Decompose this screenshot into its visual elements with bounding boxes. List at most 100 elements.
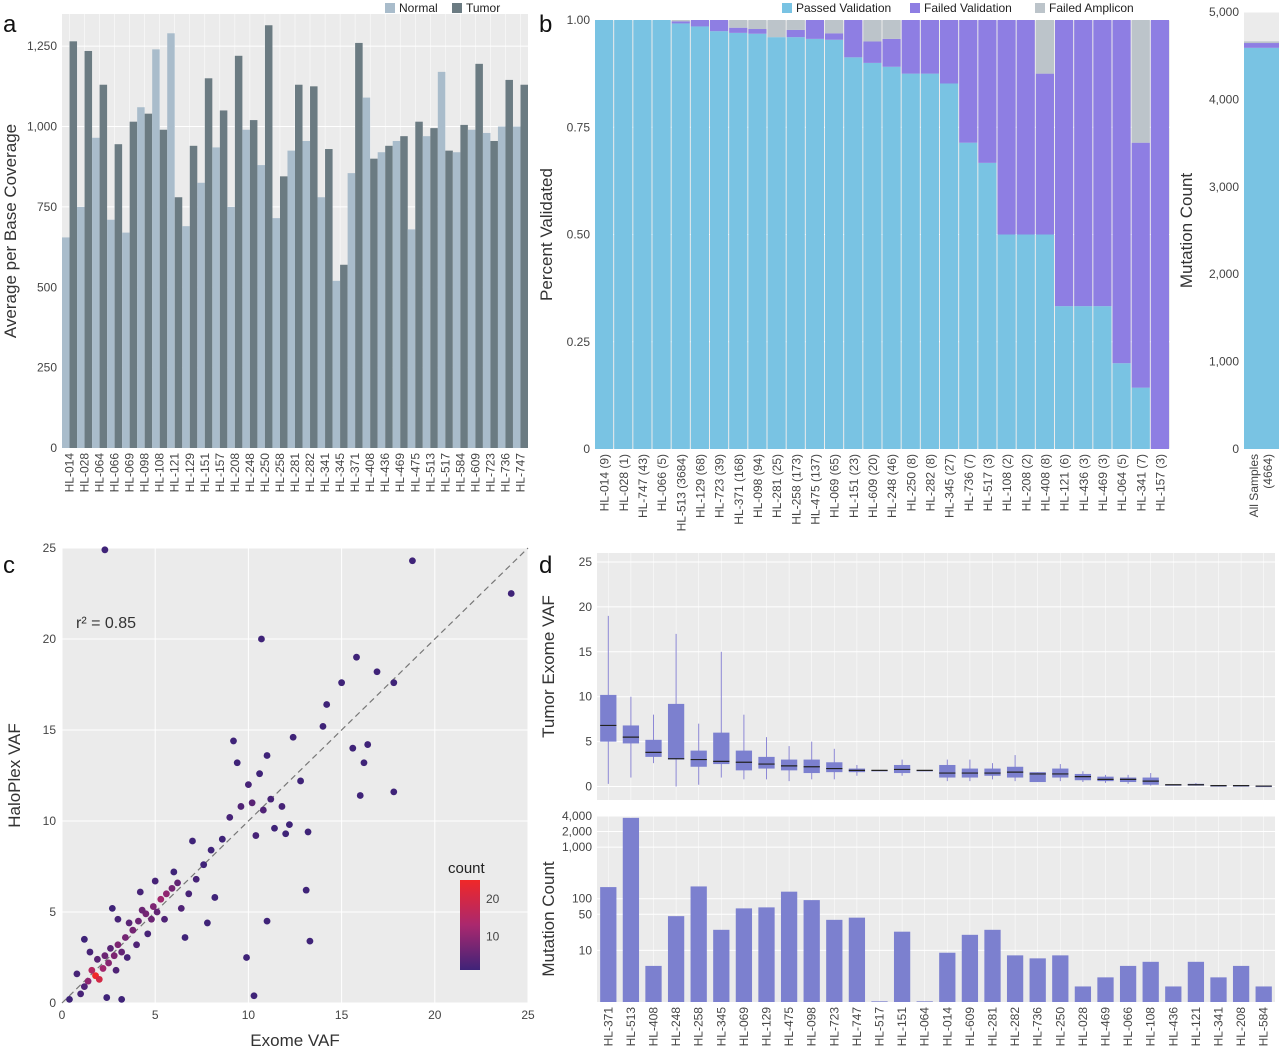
bar-tumor — [264, 25, 273, 448]
x-tick-label: HL-747 — [850, 1007, 864, 1047]
y-tick-label: 0 — [49, 996, 56, 1010]
scatter-point — [256, 770, 263, 778]
bar-segment — [1112, 20, 1131, 364]
scatter-point — [289, 733, 297, 741]
scatter-point — [118, 995, 126, 1003]
scatter-point — [237, 803, 245, 810]
scatter-point — [319, 722, 327, 730]
x-tick-label: HL-517 — [438, 453, 452, 493]
scatter-point — [118, 948, 126, 956]
scatter-point — [373, 668, 381, 676]
bar-normal — [302, 140, 311, 449]
bar-tumor — [219, 110, 228, 448]
x-tick-label: HL-069 — [737, 1007, 751, 1047]
bar-segment — [1074, 20, 1093, 307]
scatter-point — [114, 915, 122, 923]
panel-b-total-chart: 0 1,000 2,000 3,000 4,000 5,000 All Samples (46… — [1177, 5, 1279, 517]
bar-segment — [1074, 306, 1093, 449]
panel-d-vaf-boxplot: 0 5 10 15 20 25 Tumor Exome VAF — [539, 553, 1275, 800]
legend-swatch — [782, 3, 792, 13]
scatter-point — [226, 813, 234, 821]
scatter-point — [88, 966, 96, 974]
scatter-point — [84, 977, 92, 985]
bar — [848, 917, 866, 1002]
scatter-point — [267, 795, 275, 803]
box — [758, 756, 775, 769]
bar-segment — [767, 37, 786, 449]
scatter-point — [86, 948, 94, 956]
legend-label: Normal — [399, 1, 438, 15]
scatter-point — [353, 653, 360, 661]
x-tick-label: 20 — [428, 1008, 442, 1022]
bar — [961, 934, 979, 1002]
bar-segment — [920, 20, 939, 74]
y-axis-label: Mutation Count — [1177, 173, 1196, 289]
colorbar — [460, 880, 480, 970]
scatter-point — [203, 919, 211, 927]
y-tick-label: 20 — [43, 632, 57, 646]
x-tick-label: (4664) — [1261, 454, 1275, 489]
scatter-point — [271, 824, 278, 832]
bar-segment — [997, 20, 1016, 235]
bar — [1074, 986, 1092, 1002]
x-tick-label: HL-157 — [213, 453, 227, 493]
bar-normal — [347, 173, 356, 448]
bar-tumor — [355, 42, 363, 448]
bar-segment — [690, 20, 709, 27]
bar-segment — [786, 37, 805, 449]
x-tick-label: HL-258 — [273, 453, 287, 493]
y-tick-label: 0.25 — [567, 335, 591, 349]
scatter-point — [80, 983, 88, 991]
y-tick-label: 1,000 — [562, 840, 592, 854]
bar-normal — [227, 206, 235, 448]
x-tick-label: 10 — [242, 1008, 256, 1022]
scatter-point — [170, 868, 178, 876]
x-tick-label: HL-121 (6) — [1058, 454, 1072, 511]
bar-tumor — [234, 55, 243, 448]
y-tick-label: 25 — [579, 555, 593, 569]
bar-normal — [497, 126, 506, 448]
bar-tumor — [249, 120, 258, 448]
x-tick-label: HL-121 — [168, 453, 182, 493]
x-tick-label: HL-436 (3) — [1077, 454, 1091, 511]
scatter-point — [99, 965, 107, 972]
y-tick-label: 25 — [43, 541, 57, 555]
bar-segment — [1131, 142, 1150, 388]
bar-segment — [1244, 41, 1279, 44]
bar-segment — [882, 20, 901, 39]
scatter-point — [306, 937, 314, 945]
scatter-point — [189, 837, 196, 845]
y-tick-label: 20 — [579, 600, 593, 614]
bar-tumor — [279, 176, 288, 448]
scatter-point — [157, 895, 165, 903]
bar — [984, 929, 1001, 1002]
legend-label: Failed Validation — [924, 1, 1012, 15]
box — [780, 759, 798, 771]
bar-segment — [748, 20, 767, 30]
bar-normal — [272, 218, 280, 448]
bar-normal — [392, 140, 401, 449]
y-tick-label: 5 — [585, 735, 592, 749]
x-tick-label: HL-108 — [1144, 1007, 1158, 1047]
bar-segment — [729, 20, 748, 28]
x-tick-label: HL-341 — [1212, 1007, 1226, 1047]
x-tick-label: HL-469 — [1099, 1007, 1113, 1047]
bar-normal — [422, 136, 431, 448]
x-tick-label: HL-408 — [647, 1007, 661, 1047]
bar — [939, 952, 956, 1002]
scatter-point — [356, 792, 364, 799]
x-tick-label: HL-282 — [303, 453, 317, 493]
bar — [1187, 961, 1205, 1002]
bar-normal — [377, 152, 386, 448]
y-tick-label: 500 — [37, 280, 57, 294]
x-tick-label: HL-157 (3) — [1153, 454, 1167, 511]
x-tick-label: HL-513 — [423, 453, 437, 493]
x-tick-label: HL-513 (3684) — [674, 454, 688, 531]
panel-b-validation-chart: 0 0.25 0.50 0.75 1.00 HL-014 (9) HL-028 (1) HL-… — [537, 1, 1170, 531]
bar — [1119, 965, 1137, 1002]
bar-normal — [257, 165, 265, 448]
x-tick-label: HL-151 — [895, 1007, 909, 1047]
x-tick-label: 5 — [152, 1008, 159, 1022]
bar — [803, 900, 820, 1002]
